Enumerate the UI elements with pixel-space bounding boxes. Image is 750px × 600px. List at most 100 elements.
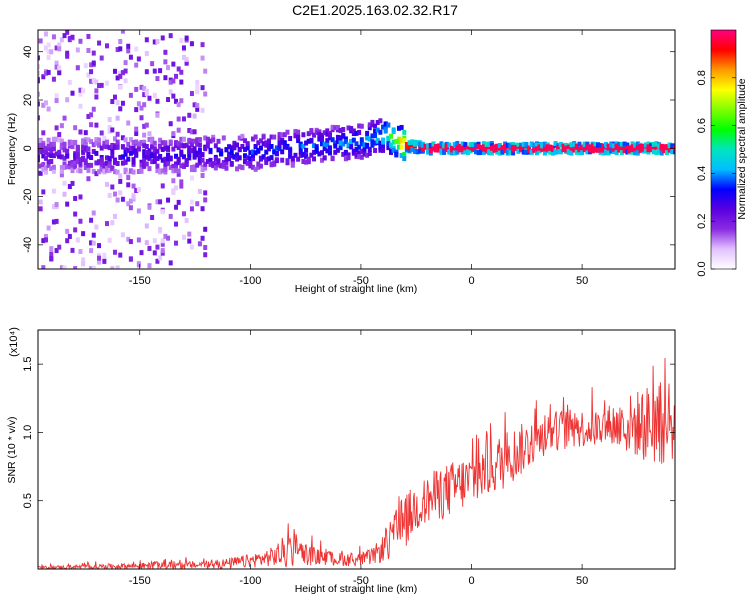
spectrogram-cell xyxy=(333,149,338,155)
spectrogram-cell xyxy=(343,156,348,162)
spectrogram-cell xyxy=(115,131,120,137)
spectrogram-cell xyxy=(91,149,96,155)
spectrogram-cell xyxy=(91,210,96,216)
colorbar-tick-label: 0.2 xyxy=(696,214,708,229)
spectrogram-cell xyxy=(38,78,40,84)
spectrogram-cell xyxy=(481,149,486,155)
spectrogram-cell xyxy=(97,252,102,258)
spectrogram-cell xyxy=(166,97,171,103)
spectrogram-cell xyxy=(569,142,574,148)
spectrogram-cell xyxy=(266,146,271,152)
spectrogram-cell xyxy=(248,156,253,162)
spectrogram-cell xyxy=(126,236,131,242)
spectrogram-cell xyxy=(179,143,184,149)
spectrogram-cell xyxy=(195,137,200,143)
spectrogram-cell xyxy=(396,144,401,150)
spectrogram-cell xyxy=(216,159,221,165)
colorbar-ticks: 0.0 0.2 0.4 0.6 0.8 xyxy=(696,70,736,277)
spectrogram-cell xyxy=(258,155,263,161)
spectrogram-cell xyxy=(110,184,115,190)
spectrogram-cell xyxy=(89,62,94,68)
spectrogram-cell xyxy=(434,147,439,153)
spectrogram-cell xyxy=(439,148,444,154)
spectrogram-cell xyxy=(651,149,656,155)
spectrogram-cell xyxy=(86,167,91,173)
spectrogram-cell xyxy=(609,142,614,148)
spectrogram-cell xyxy=(65,228,70,234)
spectrogram-cell xyxy=(112,144,117,150)
spectrogram-cell xyxy=(301,151,306,157)
spectrogram-cell xyxy=(590,143,595,149)
spectrogram-cell xyxy=(70,159,75,165)
spectrogram-cell xyxy=(158,137,163,143)
colorbar-tick-label: 0.4 xyxy=(696,166,708,181)
spectrogram-cell xyxy=(49,153,54,159)
spectrogram-cell xyxy=(394,152,399,158)
spectrogram-cell xyxy=(189,129,194,135)
spectrogram-cell xyxy=(232,140,237,146)
spectrogram-cell xyxy=(625,145,630,151)
spectrogram-cell xyxy=(142,143,147,149)
spectrogram-cell xyxy=(635,145,640,151)
x-tick-label: -150 xyxy=(129,275,151,287)
spectrogram-cell xyxy=(112,169,117,175)
spectrogram-cell xyxy=(171,189,176,195)
spectrogram-cell xyxy=(147,131,152,137)
spectrogram-cell xyxy=(86,48,91,54)
spectrogram-cell xyxy=(54,98,59,104)
spectrogram-cell xyxy=(62,141,67,147)
spectrogram-cell xyxy=(184,35,189,41)
spectrogram-cell xyxy=(346,155,351,161)
spectrogram-cell xyxy=(126,172,131,178)
spectrogram-cell xyxy=(171,131,176,137)
spectrogram-cell xyxy=(508,143,513,149)
spectrogram-cell xyxy=(187,231,192,237)
spectrogram-cell xyxy=(160,140,165,146)
spectrogram-cell xyxy=(78,168,83,174)
y-tick-label: 1.0 xyxy=(22,425,34,440)
spectrogram-cell xyxy=(174,240,179,246)
spectrogram-cell xyxy=(163,145,168,151)
spectrogram-cell xyxy=(508,150,513,156)
spectrogram-cell xyxy=(176,145,181,151)
spectrogram-cell xyxy=(205,158,210,164)
spectrogram-cell xyxy=(97,137,102,143)
spectrogram-cell xyxy=(118,71,123,77)
spectrogram-cell xyxy=(282,140,287,146)
spectrogram-cell xyxy=(94,94,99,100)
colorbar-tick-label: 0.6 xyxy=(696,118,708,133)
spectrogram-cell xyxy=(134,187,139,193)
spectrogram-cell xyxy=(351,128,356,134)
spectrogram-cell xyxy=(187,112,192,118)
spectrogram-cell xyxy=(638,143,643,149)
spectrogram-cell xyxy=(65,97,70,103)
spectrogram-cell xyxy=(553,149,558,155)
spectrogram-cell xyxy=(147,150,152,156)
spectrogram-cell xyxy=(662,146,667,152)
spectrogram-cell xyxy=(49,256,54,262)
spectrogram-cell xyxy=(341,141,346,147)
spectrogram-cell xyxy=(179,179,184,185)
spectrogram-cell xyxy=(243,138,248,144)
spectrogram-cell xyxy=(155,168,160,174)
spectrogram-cell xyxy=(319,150,324,156)
spectrogram-cell xyxy=(70,34,75,40)
spectrogram-cell xyxy=(227,144,232,150)
spectrogram-cell xyxy=(126,175,131,181)
spectrogram-cell xyxy=(59,138,64,144)
spectrogram-cell xyxy=(81,155,86,161)
spectrogram-cell xyxy=(65,153,70,159)
spectrogram-cell xyxy=(224,147,229,153)
spectrogram-cell xyxy=(646,141,651,147)
spectrogram-cell xyxy=(144,240,149,246)
spectrogram-cell xyxy=(296,129,301,135)
spectrogram-cell xyxy=(78,249,83,255)
spectrogram-cell xyxy=(330,124,335,130)
snr-panel: -150 -100 -50 0 50 0.5 1.0 1.5 (x10⁴) Height o… xyxy=(6,327,676,595)
spectrogram-cell xyxy=(277,143,282,149)
spectrogram-cell xyxy=(285,144,290,150)
spectrogram-cell xyxy=(192,148,197,154)
spectrogram-cell xyxy=(243,146,248,152)
spectrogram-cell xyxy=(41,130,46,136)
spectrogram-cell xyxy=(312,149,317,155)
